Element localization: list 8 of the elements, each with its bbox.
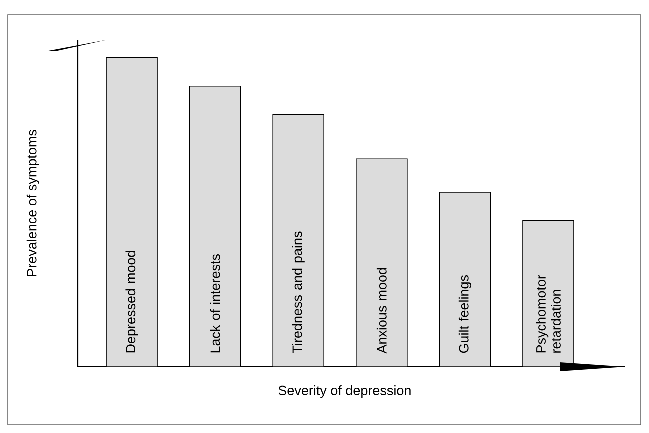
x-tick-label: Guilt feelings: [458, 276, 472, 354]
y-axis-title: Prevalence of symptoms: [26, 130, 40, 276]
x-tick-label: Depressed mood: [126, 251, 138, 353]
x-tick-label: Anxious mood: [376, 268, 387, 354]
x-tick-label: Psychomotor retardation: [536, 275, 561, 353]
x-axis-title: Severity of depression: [278, 386, 411, 398]
x-tick-label: Tiredness and pains: [292, 232, 305, 354]
x-tick-label: Lack of interests: [210, 254, 220, 353]
